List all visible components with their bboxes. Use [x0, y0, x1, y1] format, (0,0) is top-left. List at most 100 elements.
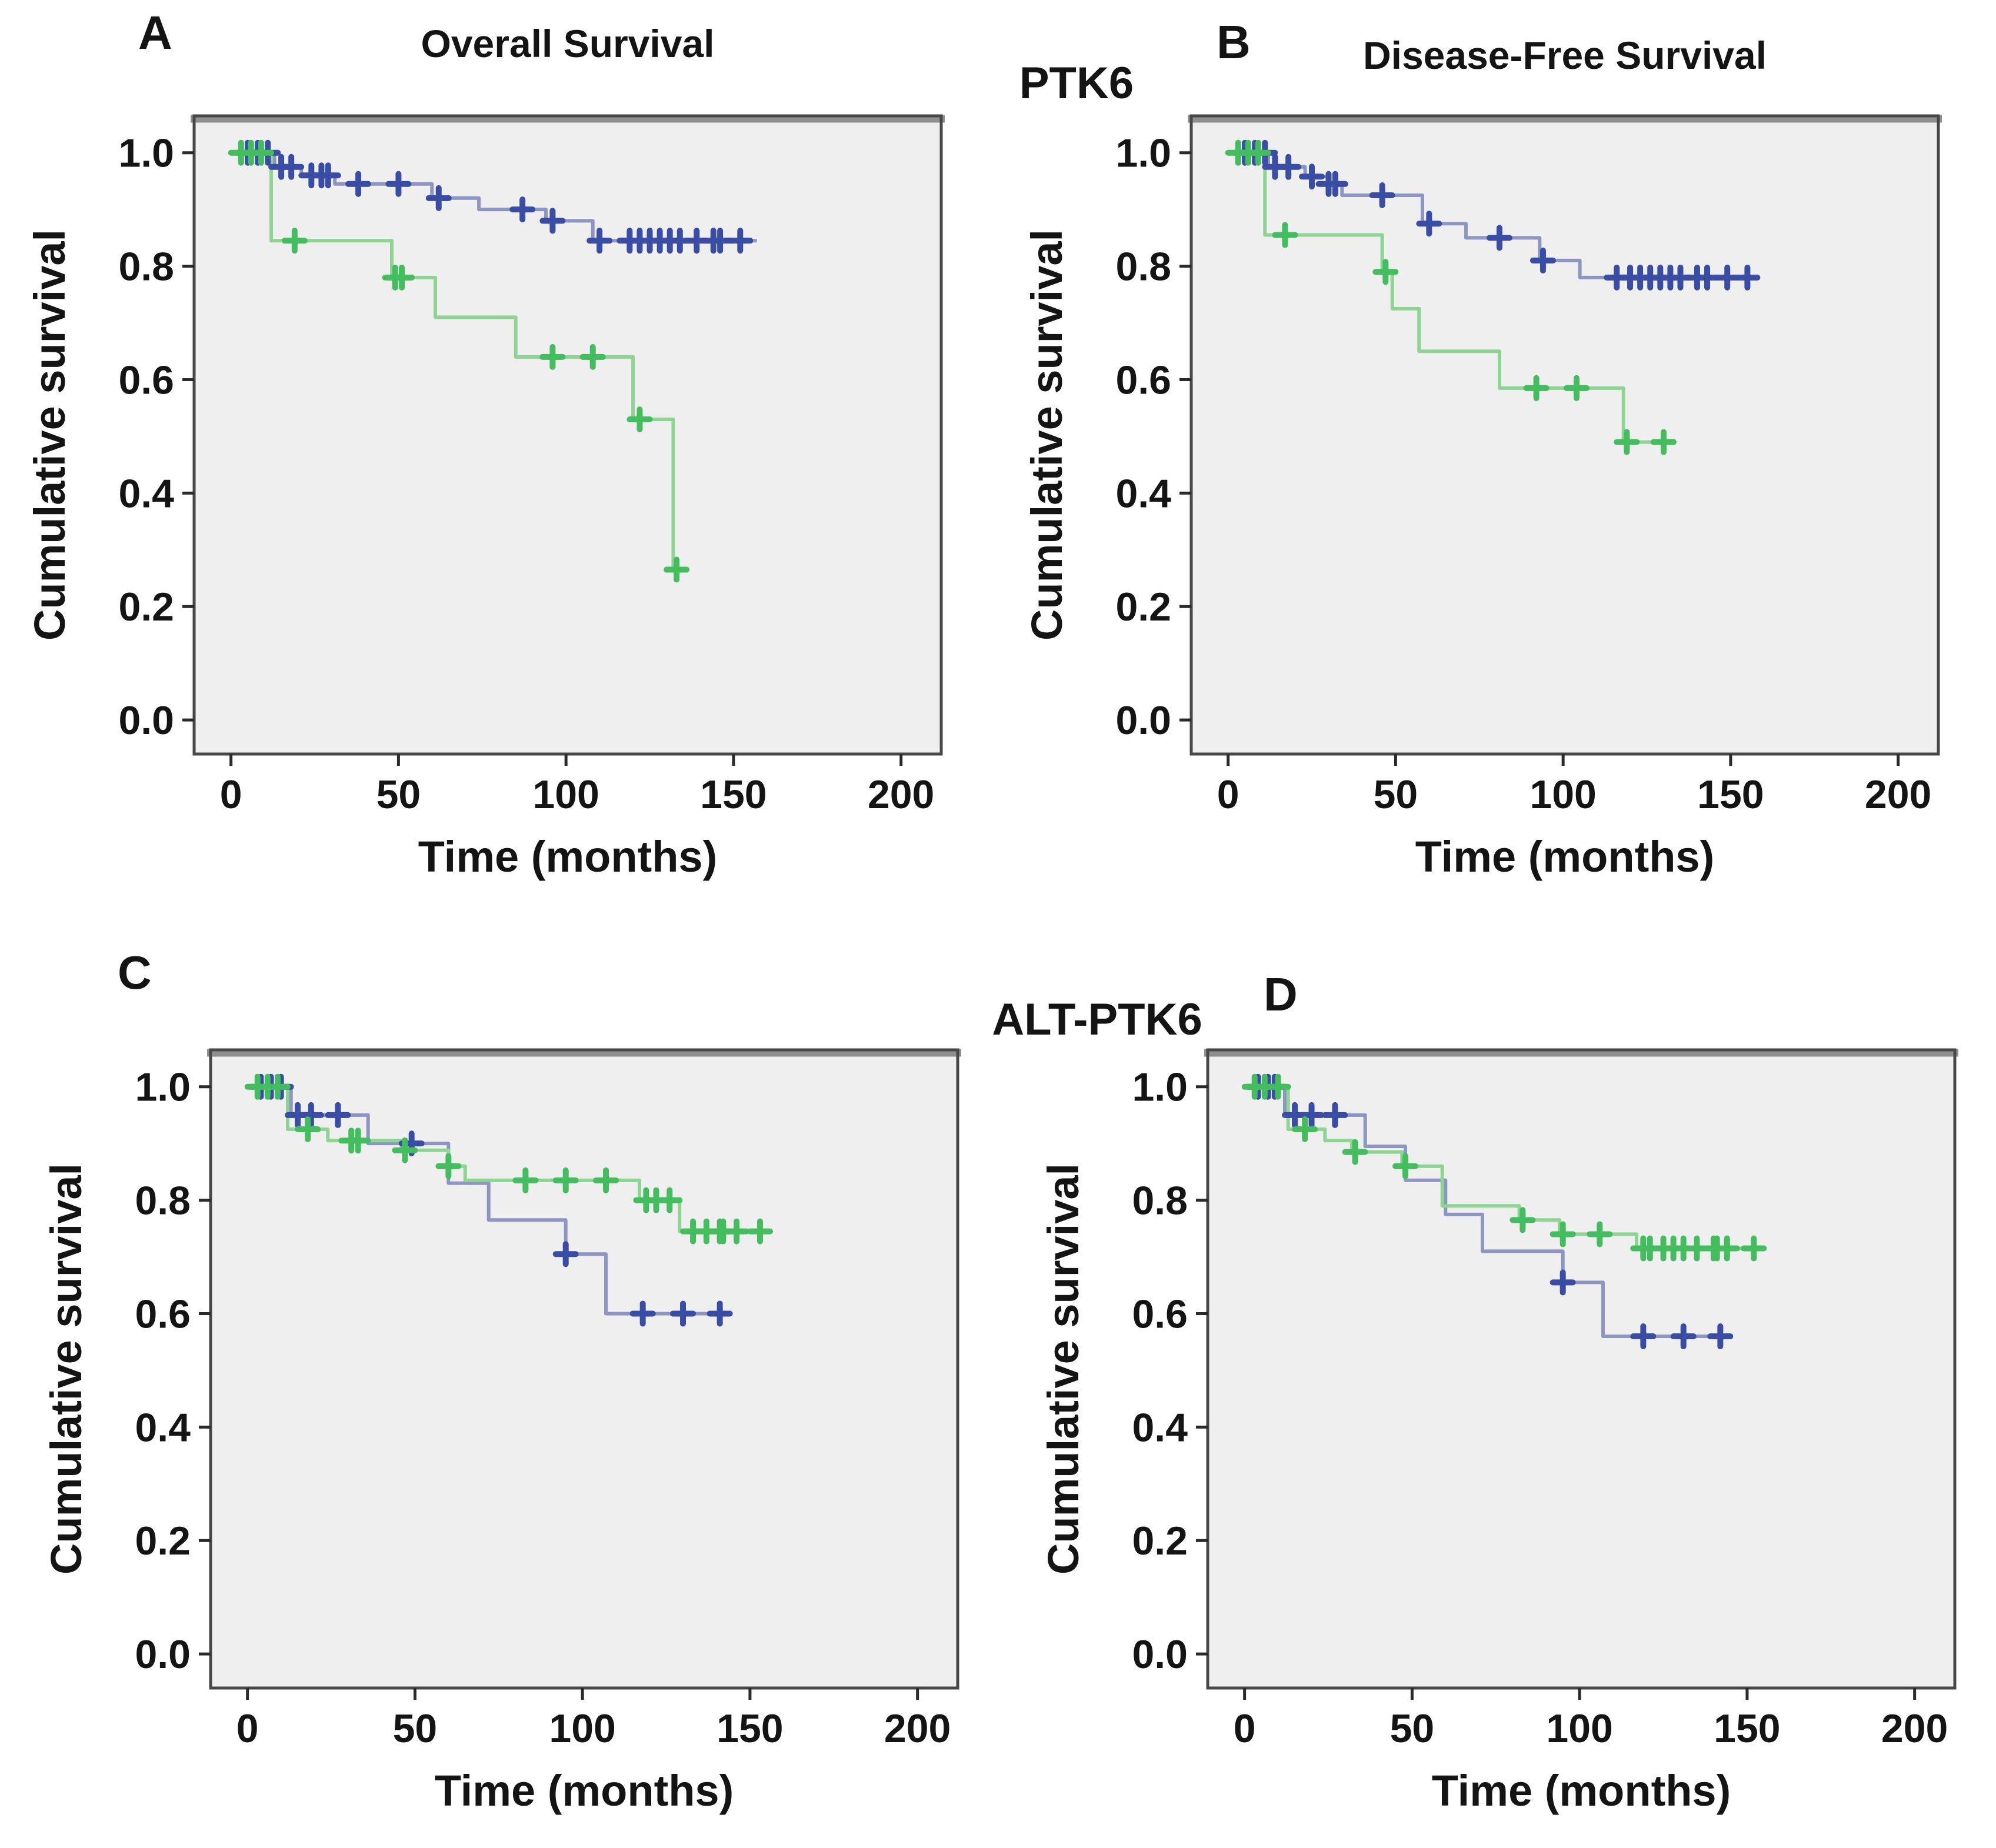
y-tick-label: 0.0: [135, 1632, 191, 1677]
y-tick-label: 0.4: [1132, 1405, 1188, 1450]
censor-mark-blue: [587, 228, 613, 254]
censor-mark-green: [1392, 1153, 1419, 1179]
y-tick-label: 0.6: [135, 1292, 191, 1336]
x-tick-label: 100: [532, 772, 599, 817]
censor-mark-green: [1523, 375, 1550, 401]
censor-mark-green: [552, 1167, 579, 1193]
y-tick-label: 0.6: [1132, 1292, 1188, 1336]
censor-mark-green: [1265, 1073, 1291, 1100]
x-tick-label: 100: [1530, 772, 1596, 817]
censor-mark-green: [747, 1218, 773, 1245]
x-tick-label: 200: [884, 1706, 951, 1751]
y-tick-label: 0.8: [118, 245, 174, 289]
y-tick-label: 1.0: [135, 1065, 191, 1110]
plot-area: [211, 1050, 958, 1688]
y-tick-label: 0.0: [1132, 1632, 1188, 1677]
censor-mark-blue: [345, 171, 372, 197]
censor-mark-green: [1614, 429, 1640, 455]
censor-mark-blue: [385, 171, 412, 197]
plot-area: [1208, 1050, 1955, 1688]
y-tick-label: 1.0: [118, 131, 174, 176]
censor-mark-blue: [1322, 171, 1348, 197]
censor-mark-green: [1651, 429, 1677, 455]
y-tick-label: 0.8: [1115, 245, 1171, 289]
x-tick-label: 0: [236, 1706, 259, 1751]
x-tick-label: 150: [717, 1706, 783, 1751]
censor-mark-blue: [1530, 247, 1556, 273]
x-tick-label: 0: [220, 772, 242, 817]
censor-mark-green: [1714, 1235, 1740, 1262]
censor-mark-blue: [727, 228, 754, 254]
y-tick-label: 0.0: [1115, 698, 1171, 743]
x-tick-label: 200: [868, 772, 934, 817]
censor-mark-blue: [425, 185, 452, 211]
km-plot-disease-free-survival-alt-ptk6: 0.0 0.2 0.4 0.6 0.8 1.0 0 50 100 150 200 Time (mont…: [1039, 1048, 1958, 1815]
x-axis-label: Time (months): [1432, 1766, 1731, 1815]
plot-frame: [209, 1048, 959, 1690]
y-tick-label: 1.0: [1115, 131, 1171, 176]
censor-mark-green: [627, 406, 653, 432]
y-tick-label: 0.2: [118, 585, 174, 629]
censor-mark-green: [1510, 1207, 1536, 1233]
censor-mark-blue: [629, 1300, 656, 1327]
censor-mark-blue: [1299, 164, 1325, 190]
y-tick-label: 0.2: [1132, 1519, 1188, 1563]
censor-mark-green: [512, 1167, 539, 1193]
censor-mark-green: [345, 1128, 371, 1154]
y-tick-label: 0.4: [135, 1405, 191, 1450]
y-axis-label: Cumulative survival: [25, 229, 74, 641]
plot-frame: [1206, 1048, 1957, 1690]
censor-mark-blue: [1670, 1323, 1697, 1350]
censor-mark-blue: [1714, 264, 1741, 291]
censor-mark-green: [1563, 375, 1590, 401]
censor-mark-blue: [1630, 1323, 1657, 1350]
y-tick-label: 0.2: [135, 1519, 191, 1563]
y-tick-label: 0.8: [135, 1179, 191, 1223]
panel-title-overall-survival: Overall Survival: [421, 22, 715, 65]
y-tick-label: 1.0: [1132, 1065, 1188, 1110]
y-axis-label: Cumulative survival: [42, 1163, 91, 1575]
km-plot-disease-free-survival-ptk6: 0.0 0.2 0.4 0.6 0.8 1.0 0 50 100 150 200 Time (mont…: [1022, 114, 1942, 881]
censor-mark-blue: [670, 1300, 696, 1327]
censor-mark-green: [539, 343, 566, 370]
x-tick-label: 150: [1714, 1706, 1780, 1751]
censor-mark-blue: [1369, 182, 1395, 209]
censor-mark-green: [657, 1187, 683, 1213]
censor-mark-blue: [509, 196, 536, 223]
censor-mark-blue: [1707, 1323, 1734, 1350]
y-tick-label: 0.4: [118, 471, 174, 516]
censor-mark-blue: [1275, 154, 1302, 180]
censor-mark-blue: [1486, 225, 1512, 251]
plot-area: [194, 116, 941, 754]
x-tick-label: 100: [1546, 1706, 1612, 1751]
censor-mark-green: [579, 343, 606, 370]
censor-mark-blue: [707, 228, 734, 254]
x-axis-label: Time (months): [435, 1766, 734, 1815]
plot-area: [1191, 116, 1938, 754]
censor-mark-green: [1342, 1139, 1368, 1165]
censor-mark-blue: [315, 162, 341, 189]
x-tick-label: 50: [393, 1706, 438, 1751]
censor-mark-green: [295, 1116, 321, 1143]
y-tick-label: 0.0: [118, 698, 174, 743]
group-title-ptk6: PTK6: [1019, 58, 1134, 108]
x-tick-label: 150: [1697, 772, 1764, 817]
y-axis-label: Cumulative survival: [1022, 229, 1071, 641]
y-tick-label: 0.8: [1132, 1179, 1188, 1223]
censor-mark-blue: [1550, 1269, 1576, 1296]
x-tick-label: 50: [1374, 772, 1418, 817]
censor-mark-green: [724, 1218, 750, 1245]
censor-mark-green: [1245, 139, 1271, 166]
censor-mark-green: [593, 1167, 619, 1193]
x-tick-label: 200: [1865, 772, 1931, 817]
plot-frame: [192, 114, 943, 756]
censor-mark-green: [1372, 259, 1399, 285]
censor-mark-blue: [325, 1102, 351, 1128]
y-tick-label: 0.2: [1115, 585, 1171, 629]
censor-mark-blue: [539, 208, 566, 234]
censor-mark-green: [264, 1073, 291, 1100]
censor-mark-green: [1741, 1235, 1767, 1262]
x-tick-label: 200: [1881, 1706, 1948, 1751]
group-title-alt-ptk6: ALT-PTK6: [992, 995, 1202, 1045]
